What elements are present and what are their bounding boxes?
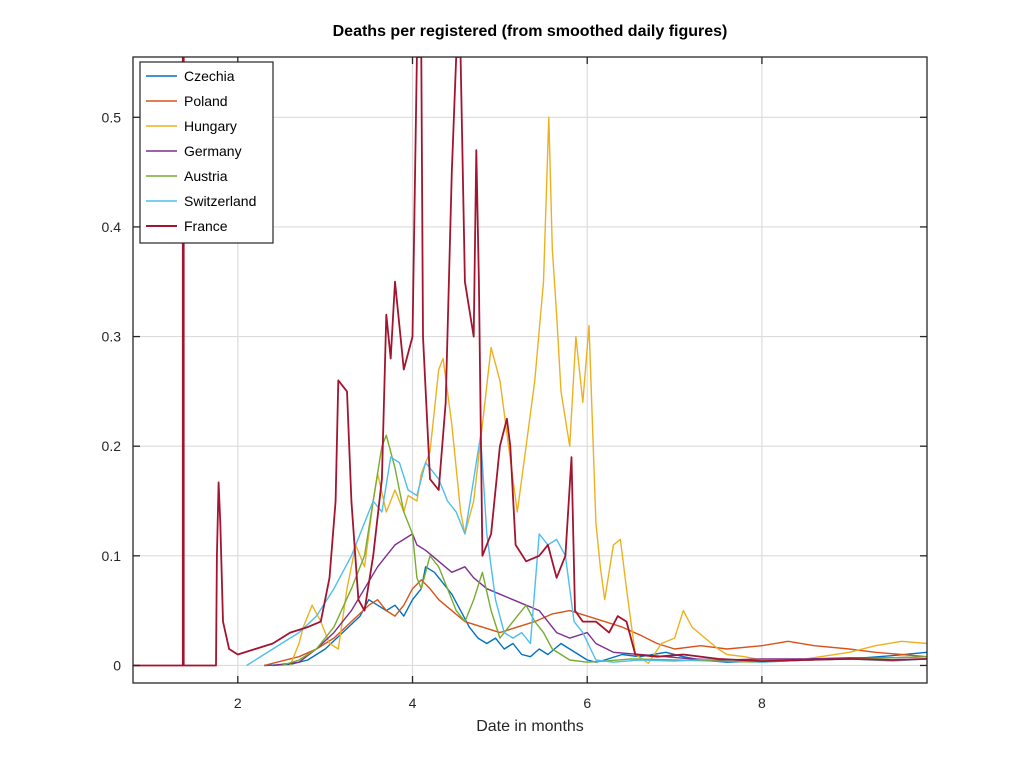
x-axis-label: Date in months <box>476 718 584 735</box>
y-tick-label: 0.5 <box>102 109 122 125</box>
series-line-poland <box>263 579 927 667</box>
x-tick-label: 2 <box>234 695 242 711</box>
y-tick-label: 0 <box>113 657 121 673</box>
y-tick-label: 0.3 <box>102 329 122 345</box>
x-tick-label: 6 <box>583 695 591 711</box>
legend-label-hungary: Hungary <box>184 118 237 134</box>
legend-label-czechia: Czechia <box>184 68 235 84</box>
y-tick-label: 0.2 <box>102 438 122 454</box>
series-line-switzerland <box>246 434 927 667</box>
x-tick-label: 4 <box>409 695 417 711</box>
series-line-czechia <box>263 566 927 667</box>
legend-label-france: France <box>184 218 228 234</box>
y-tick-label: 0.4 <box>102 219 122 235</box>
legend-label-austria: Austria <box>184 168 228 184</box>
chart-title: Deaths per registered (from smoothed dai… <box>333 23 728 40</box>
y-tick-label: 0.1 <box>102 548 122 564</box>
tick-layer: 2 4 6 8 0 0.1 0.2 0.3 0.4 0.5 <box>102 57 927 711</box>
legend-label-poland: Poland <box>184 93 228 109</box>
legend: Czechia Poland Hungary Germany Austria Switze… <box>139 61 274 244</box>
legend-label-germany: Germany <box>184 143 242 159</box>
series-line-austria <box>281 434 927 667</box>
series-layer <box>133 57 927 667</box>
x-tick-label: 8 <box>758 695 766 711</box>
plot-area-border <box>132 56 928 684</box>
series-line-germany <box>272 533 927 667</box>
legend-box <box>139 61 274 244</box>
series-line-france <box>133 57 927 667</box>
legend-label-switzerland: Switzerland <box>184 193 256 209</box>
series-line-hungary <box>289 116 927 666</box>
